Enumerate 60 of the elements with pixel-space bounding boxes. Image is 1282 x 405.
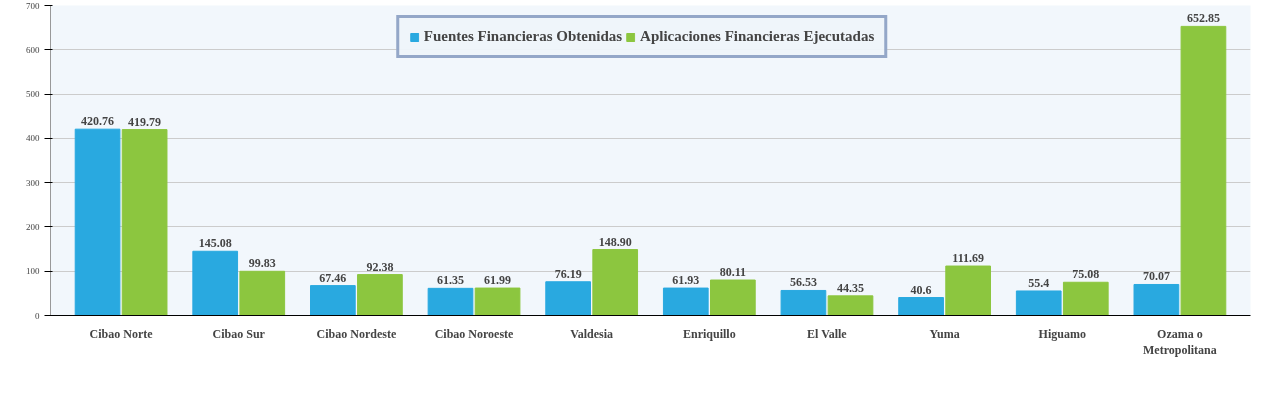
- bar: [74, 128, 121, 316]
- x-tick-label: Cibao Nordeste: [316, 326, 397, 341]
- data-label: 61.93: [672, 273, 700, 288]
- data-label: 55.4: [1028, 275, 1050, 290]
- x-tick-label: Enriquillo: [682, 326, 736, 341]
- data-label: 111.69: [952, 251, 984, 266]
- legend-label: Aplicaciones Financieras Ejecutadas: [640, 28, 875, 45]
- x-tick-label: Higuamo: [1038, 326, 1086, 341]
- bar: [239, 270, 286, 316]
- y-tick-label: 400: [26, 133, 40, 144]
- data-label: 652.85: [1186, 11, 1220, 26]
- x-tick-label: Ozama o Metropolitana: [1143, 326, 1217, 358]
- x-tick-label: El Valle: [807, 326, 848, 341]
- data-label: 61.35: [437, 273, 464, 288]
- y-tick-label: 200: [26, 221, 40, 232]
- y-tick-label: 300: [26, 177, 40, 188]
- y-tick-label: 600: [26, 44, 40, 55]
- bar: [898, 297, 944, 316]
- bar: [474, 287, 521, 316]
- bar: [662, 287, 709, 316]
- y-tick-label: 0: [35, 310, 40, 321]
- x-tick-label: Cibao Sur: [212, 326, 266, 341]
- legend-label: Fuentes Financieras Obtenidas: [423, 28, 623, 45]
- bar: [1180, 25, 1227, 316]
- bar: [1062, 281, 1109, 316]
- data-label: 67.46: [319, 270, 347, 285]
- data-label: 56.53: [789, 275, 817, 290]
- bar: [427, 287, 474, 316]
- x-tick-label: Yuma: [929, 326, 960, 341]
- data-label: 40.6: [910, 282, 932, 297]
- data-label: 76.19: [554, 266, 582, 281]
- bar: [357, 274, 403, 316]
- data-label: 92.38: [366, 259, 394, 274]
- bar: [121, 129, 168, 316]
- bar: [592, 249, 639, 316]
- data-label: 75.08: [1072, 267, 1100, 282]
- data-label: 419.79: [128, 114, 162, 129]
- bar: [1015, 290, 1062, 316]
- bar: [1133, 283, 1180, 316]
- data-label: 70.07: [1142, 269, 1170, 284]
- x-tick-label: Cibao Noroeste: [434, 326, 515, 341]
- bar: [310, 285, 356, 316]
- y-tick-label: 100: [26, 266, 40, 277]
- bar: [945, 265, 991, 316]
- data-label: 145.08: [198, 236, 232, 251]
- data-label: 61.99: [484, 273, 512, 288]
- x-tick-label: Valdesia: [570, 326, 614, 341]
- x-tick-label: Cibao Norte: [89, 326, 154, 341]
- y-tick-label: 700: [26, 0, 40, 11]
- bar: [710, 279, 756, 316]
- y-tick-label: 500: [26, 89, 40, 100]
- bar: [780, 289, 827, 316]
- data-label: 99.83: [248, 256, 276, 271]
- data-label: 420.76: [81, 114, 115, 129]
- bar: [545, 281, 591, 316]
- bar: [827, 295, 874, 316]
- data-label: 80.11: [719, 265, 747, 280]
- data-label: 148.90: [598, 234, 632, 249]
- bar: [192, 250, 239, 316]
- data-label: 44.35: [837, 280, 864, 295]
